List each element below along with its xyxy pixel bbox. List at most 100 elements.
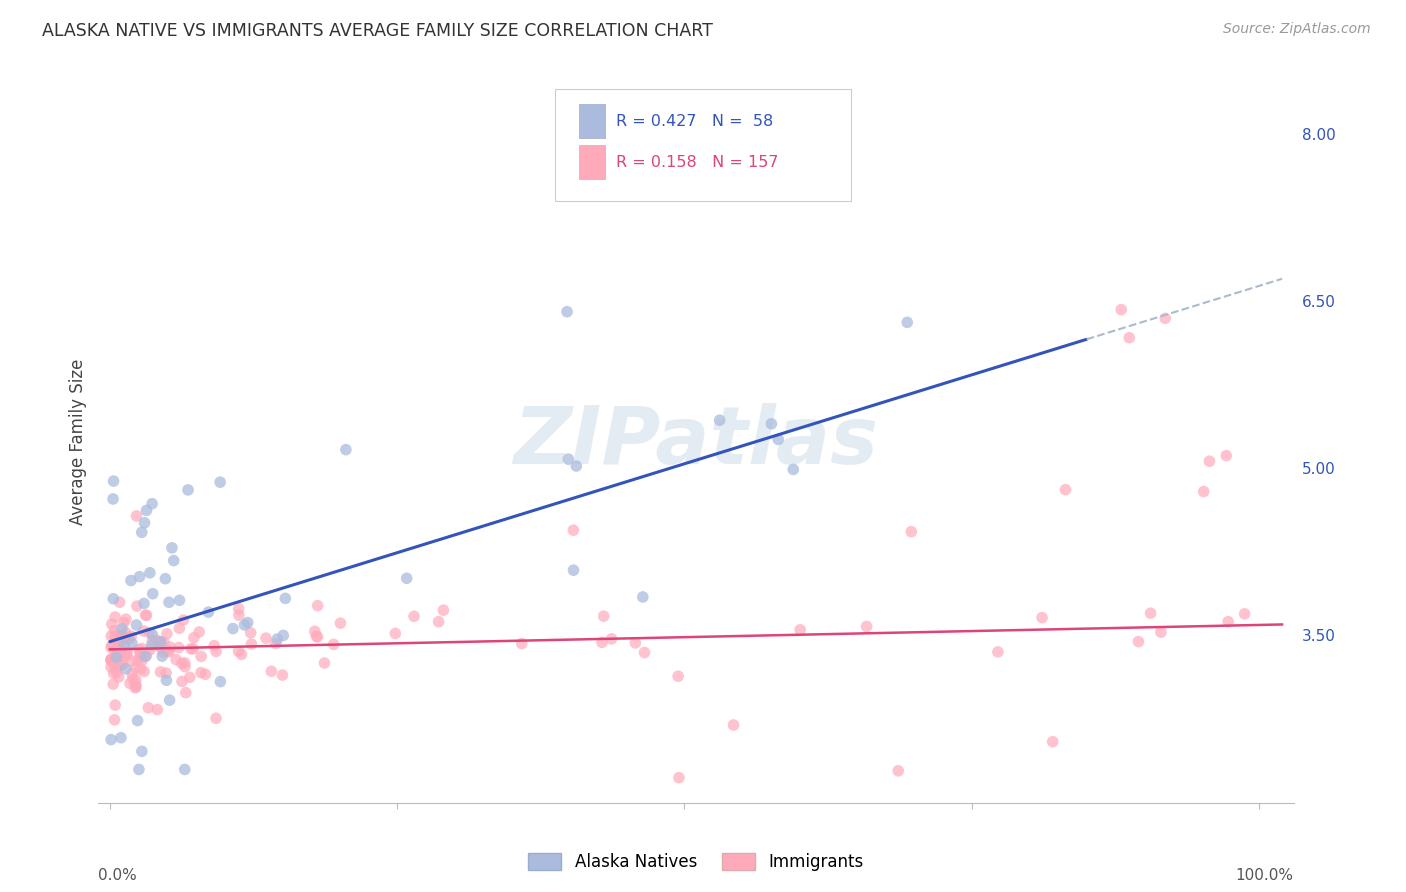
Point [233, 618, 256, 632]
Point [197, 605, 219, 619]
Point [100, 732, 122, 747]
Point [108, 639, 131, 653]
Point [107, 642, 129, 657]
Point [427, 615, 450, 629]
Point [1109, 302, 1132, 317]
Point [103, 591, 125, 606]
Point [115, 648, 138, 662]
Point [101, 652, 124, 666]
Point [108, 636, 131, 650]
Point [174, 659, 197, 673]
Point [135, 648, 157, 663]
Point [100, 652, 122, 666]
Point [900, 524, 922, 539]
Point [118, 632, 141, 646]
Point [104, 648, 127, 663]
Point [165, 653, 187, 667]
Point [111, 622, 134, 636]
Point [335, 442, 357, 457]
Point [112, 638, 135, 652]
Point [181, 641, 204, 656]
Point [128, 569, 150, 583]
Point [131, 525, 153, 540]
Point [101, 617, 124, 632]
Point [1031, 610, 1053, 624]
Point [668, 771, 690, 785]
Point [231, 648, 253, 662]
Point [104, 698, 127, 712]
Point [112, 615, 135, 630]
Point [118, 676, 141, 690]
Point [100, 640, 122, 655]
Point [395, 571, 418, 585]
Text: 3.50: 3.50 [1302, 629, 1336, 643]
Point [177, 483, 200, 497]
Point [100, 629, 122, 643]
Point [125, 680, 148, 694]
Point [723, 718, 745, 732]
Point [239, 625, 262, 640]
Point [156, 644, 179, 658]
Point [104, 610, 127, 624]
Point [153, 635, 176, 649]
Point [105, 660, 128, 674]
Point [132, 596, 155, 610]
Point [190, 665, 212, 680]
Point [209, 674, 232, 689]
Point [236, 615, 259, 630]
Text: 8.00: 8.00 [1302, 128, 1336, 144]
Point [228, 601, 250, 615]
Point [141, 638, 163, 652]
Point [110, 731, 132, 745]
Point [205, 644, 228, 658]
Point [1150, 625, 1173, 640]
Point [156, 626, 179, 640]
Point [131, 641, 153, 656]
Point [159, 693, 181, 707]
Point [305, 629, 328, 643]
Point [402, 609, 425, 624]
Point [131, 744, 153, 758]
Point [110, 630, 132, 644]
Point [100, 654, 122, 668]
Point [125, 673, 148, 687]
Point [307, 630, 329, 644]
Text: Source: ZipAtlas.com: Source: ZipAtlas.com [1223, 22, 1371, 37]
Point [666, 669, 689, 683]
Point [103, 666, 125, 681]
Point [139, 642, 162, 657]
Point [170, 657, 193, 671]
Point [314, 656, 336, 670]
Point [141, 628, 163, 642]
Point [172, 613, 194, 627]
Point [169, 593, 191, 607]
Point [125, 618, 148, 632]
Point [1139, 606, 1161, 620]
Point [138, 625, 160, 640]
Point [134, 516, 156, 530]
Point [592, 609, 614, 624]
Point [194, 667, 217, 681]
Text: ALASKA NATIVE VS IMMIGRANTS AVERAGE FAMILY SIZE CORRELATION CHART: ALASKA NATIVE VS IMMIGRANTS AVERAGE FAMI… [42, 22, 713, 40]
Point [633, 646, 655, 660]
Point [149, 635, 172, 649]
Point [1054, 483, 1077, 497]
Text: 5.00: 5.00 [1302, 462, 1336, 477]
Point [157, 645, 180, 659]
Point [1198, 454, 1220, 468]
Point [190, 649, 212, 664]
Point [125, 508, 148, 523]
Point [205, 711, 228, 725]
Point [129, 647, 152, 661]
Point [987, 645, 1010, 659]
Point [183, 631, 205, 645]
Point [159, 640, 181, 654]
Point [128, 763, 150, 777]
Point [111, 657, 134, 672]
Point [104, 660, 127, 674]
Point [1233, 607, 1256, 621]
Point [188, 624, 211, 639]
Point [149, 640, 172, 655]
Point [120, 574, 142, 588]
Point [170, 674, 193, 689]
